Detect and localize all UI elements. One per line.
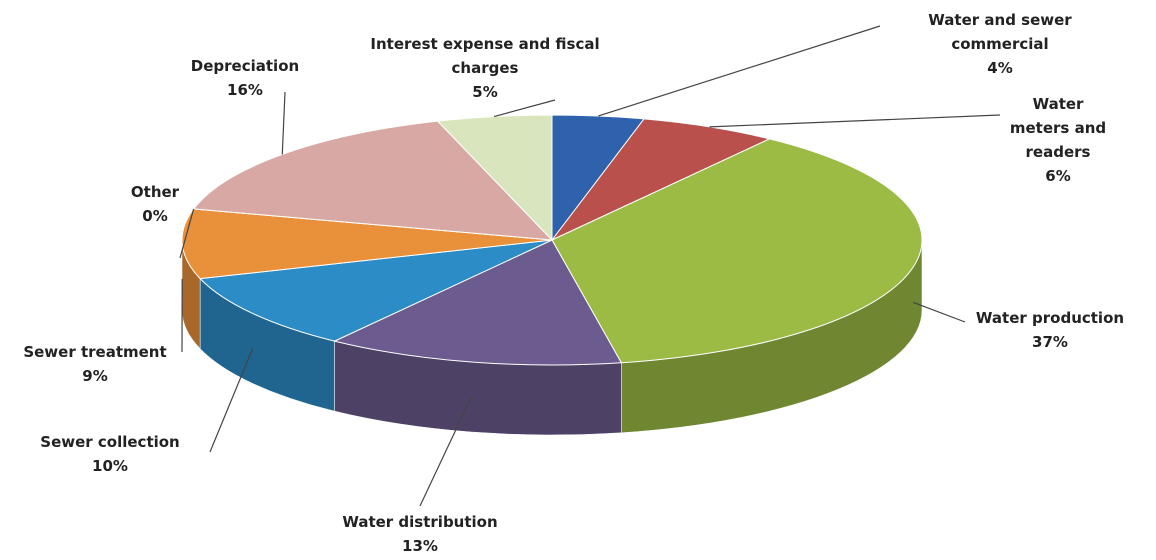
slice-label: Water production 37%: [950, 306, 1150, 354]
category-name: Water production: [975, 309, 1125, 327]
percent-label: 5%: [472, 83, 498, 101]
leader-line: [912, 301, 966, 323]
percent-label: 10%: [92, 457, 128, 475]
category-name: Sewer collection: [40, 433, 180, 451]
category-name: Interest expense and fiscal charges: [370, 35, 600, 77]
leader-line: [209, 348, 254, 453]
percent-label: 37%: [1032, 333, 1068, 351]
slice: [333, 239, 623, 366]
category-name: Depreciation: [190, 57, 300, 75]
leader-line: [598, 25, 881, 117]
category-name: Other: [130, 183, 180, 201]
slice-label: Interest expense and fiscal charges 5%: [370, 32, 600, 104]
slice-label: Sewer collection 10%: [20, 430, 200, 478]
leader-line: [419, 396, 472, 507]
slice: [551, 118, 771, 241]
leader-line: [179, 208, 195, 259]
slice: [551, 138, 923, 364]
slice-label: Water distribution 13%: [310, 510, 530, 558]
slice-label: Water and sewer commercial 4%: [915, 8, 1085, 80]
leader-line: [709, 114, 1001, 128]
slice: [199, 239, 553, 342]
percent-label: 9%: [82, 367, 108, 385]
slice-label: Sewer treatment 9%: [5, 340, 185, 388]
percent-label: 4%: [987, 59, 1013, 77]
slice: [192, 120, 554, 241]
slice-label: Other 0%: [125, 180, 185, 228]
percent-label: 16%: [227, 81, 263, 99]
slice: [181, 208, 553, 280]
slice-label: Water meters and readers 6%: [1008, 92, 1108, 188]
category-name: Water and sewer commercial: [928, 11, 1072, 53]
percent-label: 0%: [142, 207, 168, 225]
percent-label: 13%: [402, 537, 438, 555]
slice-label: Depreciation 16%: [170, 54, 320, 102]
leader-line: [281, 91, 286, 155]
leader-line: [493, 99, 556, 118]
category-name: Water distribution: [342, 513, 498, 531]
category-name: Water meters and readers: [1009, 95, 1107, 161]
category-name: Sewer treatment: [23, 343, 167, 361]
percent-label: 6%: [1045, 167, 1071, 185]
